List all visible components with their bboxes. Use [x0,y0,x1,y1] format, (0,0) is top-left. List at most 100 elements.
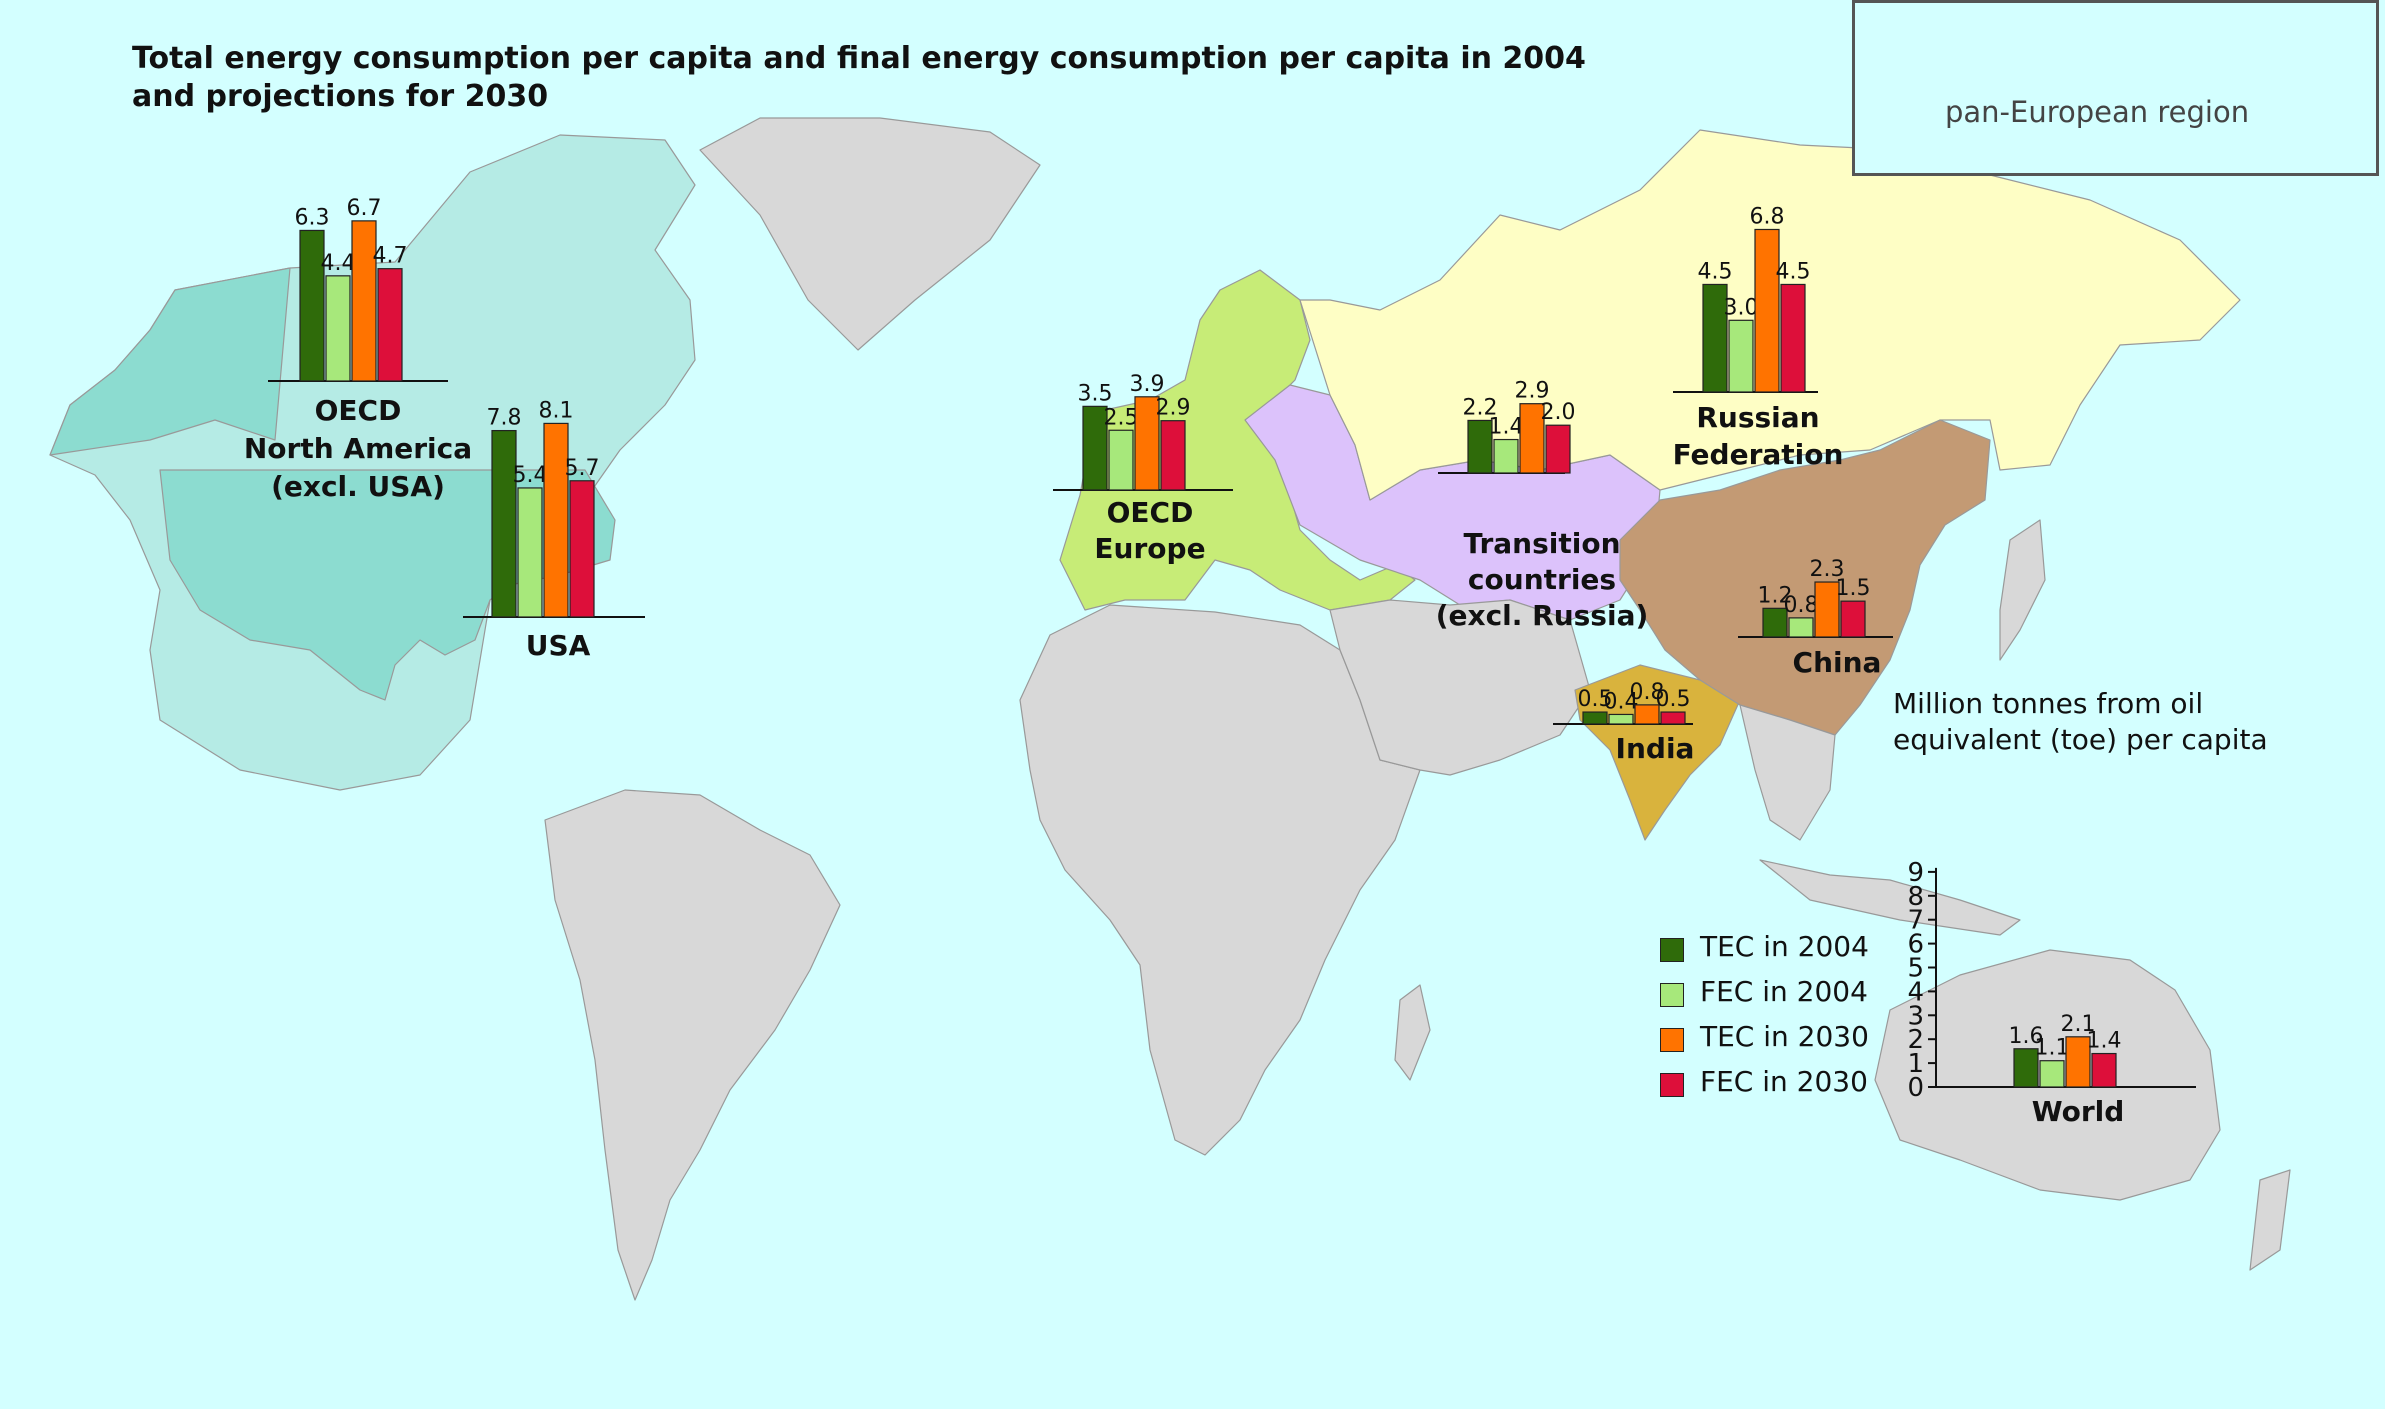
y-tick-label: 2 [1907,1025,1924,1055]
china-region [1619,419,1991,736]
y-tick-label: 1 [1907,1049,1924,1079]
region-label: (excl. USA) [271,470,445,503]
y-tick-label: 0 [1907,1073,1924,1103]
regional-bar-charts: 6.3 4.4 6.7 4.7 OECD North America (excl. USA)… [244,196,2196,1128]
bar-fec-2030 [377,268,403,382]
bar-value-label: 1.6 [2009,1024,2044,1049]
pan-european-inset: pan-European region [1852,0,2379,176]
region-label: North America [244,432,472,465]
region-label: China [1793,646,1882,679]
legend-swatch [1660,938,1684,962]
bar-tec-2004 [491,429,517,618]
india-region [1574,664,1741,841]
region-label: Federation [1673,438,1844,471]
bar-fec-2004 [1108,429,1134,491]
bar-tec-2004 [1762,607,1788,638]
bar-fec-2030 [1160,420,1186,491]
bar-value-label: 0.4 [1604,689,1639,714]
y-tick-label: 6 [1907,930,1924,960]
region-label: World [2032,1095,2125,1128]
bar-value-label: 2.9 [1515,379,1550,404]
bar-value-label: 4.5 [1776,259,1811,284]
bar-value-label: 1.5 [1836,576,1871,601]
bar-value-label: 1.4 [2087,1029,2122,1054]
bar-value-label: 6.8 [1750,204,1785,229]
inset-label: pan-European region [1945,95,2250,129]
y-axis-label: Million tonnes from oil equivalent (toe)… [1893,687,2268,756]
bar-value-label: 0.8 [1630,680,1665,705]
bar-fec-2030 [1780,283,1806,393]
bar-fec-2004 [325,275,351,382]
y-tick-label: 9 [1907,858,1924,888]
region-chart-oecd-north-america-excl-usa: 6.3 4.4 6.7 4.7 OECD North America (excl. USA) [244,196,472,503]
legend-swatch [1660,983,1684,1007]
bar-fec-2004 [1728,319,1754,393]
bar-tec-2030 [1814,581,1840,638]
bar-value-label: 2.2 [1463,395,1498,420]
bar-value-label: 5.7 [565,456,600,481]
bar-tec-2030 [1519,403,1545,474]
region-label: USA [526,629,591,662]
region-label: Russian [1696,401,1819,434]
region-label: OECD [315,394,402,427]
bar-fec-2030 [1660,711,1686,725]
bar-value-label: 7.8 [487,406,522,431]
bar-tec-2030 [1634,704,1660,725]
bar-value-label: 0.5 [1656,687,1691,712]
bar-value-label: 8.1 [539,398,574,423]
legend-label: TEC in 2030 [1700,1020,1869,1053]
region-chart-usa: 7.8 5.4 8.1 5.7 USA [463,398,645,662]
bar-value-label: 6.3 [295,205,330,230]
middle-east [1329,599,1591,776]
bar-value-label: 0.5 [1578,687,1613,712]
bar-value-label: 2.9 [1156,396,1191,421]
bar-tec-2004 [299,229,325,382]
indonesia [1759,859,2021,936]
legend-label: FEC in 2030 [1700,1065,1868,1098]
region-chart-world: 1.61.12.11.4 World [1936,1012,2196,1128]
africa [1019,604,1421,1156]
south-america [544,789,841,1301]
y-tick-label: 3 [1907,1001,1924,1031]
region-label: Europe [1094,532,1205,565]
region-label: (excl. Russia) [1436,599,1649,632]
bar-value-label: 3.5 [1078,381,1113,406]
southeast-asia [1739,704,1836,841]
region-chart-china: 1.20.8 2.31.5 China [1738,557,1893,679]
bar-value-label: 1.4 [1489,415,1524,440]
region-label: Transition [1463,527,1620,560]
bar-value-label: 1.2 [1758,583,1793,608]
legend-swatch [1660,1073,1684,1097]
region-label: OECD [1107,496,1194,529]
bar-tec-2004 [1082,405,1108,491]
bar-value-label: 2.0 [1541,400,1576,425]
bar-tec-2004 [1467,419,1493,474]
bar-fec-2030 [2091,1052,2117,1088]
bar-tec-2030 [2065,1036,2091,1088]
bar-tec-2030 [1134,396,1160,491]
bar-value-label: 1.1 [2035,1036,2070,1061]
bar-tec-2030 [543,422,569,618]
bar-value-label: 5.4 [513,463,548,488]
bar-fec-2004 [2039,1060,2065,1088]
bar-value-label: 4.4 [321,251,356,276]
bar-tec-2004 [2013,1048,2039,1088]
bar-fec-2004 [1493,438,1519,474]
bar-value-label: 2.3 [1810,557,1845,582]
y-tick-label: 7 [1907,906,1924,936]
bar-tec-2030 [1754,228,1780,393]
legend-label: FEC in 2004 [1700,975,1868,1008]
y-tick-label: 8 [1907,882,1924,912]
japan [1999,519,2046,661]
bar-value-label: 4.5 [1698,259,1733,284]
greenland [699,117,1041,351]
legend-swatch [1660,1028,1684,1052]
bar-fec-2030 [1840,600,1866,638]
bar-value-label: 3.9 [1130,372,1165,397]
bar-fec-2030 [569,480,595,618]
